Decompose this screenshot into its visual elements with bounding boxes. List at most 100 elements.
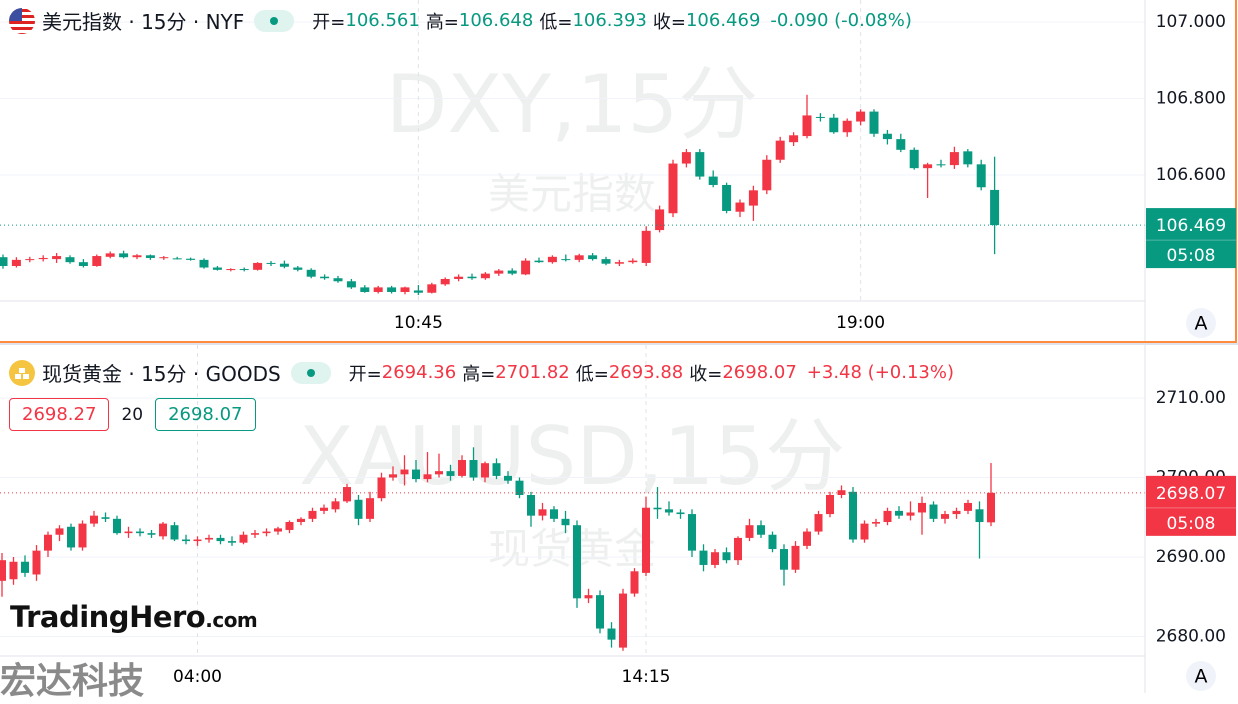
candle-body bbox=[923, 164, 933, 169]
ohlc-label: 收= bbox=[689, 363, 723, 385]
candle-body bbox=[193, 539, 202, 542]
x-tick-label: 04:00 bbox=[173, 667, 222, 687]
candle-body bbox=[614, 262, 624, 264]
ohlc-label: 开= bbox=[348, 363, 382, 385]
candle-body bbox=[78, 262, 88, 266]
auto-button-bg[interactable] bbox=[1186, 308, 1216, 338]
candle-body bbox=[906, 512, 915, 516]
candle-body bbox=[172, 258, 182, 260]
candle-body bbox=[400, 287, 410, 292]
candle-body bbox=[791, 545, 800, 570]
buy-price[interactable]: 2698.07 bbox=[155, 398, 256, 431]
candle-body bbox=[0, 560, 6, 581]
candle-body bbox=[253, 262, 263, 270]
candle-body bbox=[199, 259, 209, 268]
candle-body bbox=[802, 115, 812, 137]
candle-body bbox=[469, 460, 478, 478]
candle-body bbox=[975, 509, 984, 523]
candle-body bbox=[815, 116, 825, 118]
auto-button-label[interactable]: A bbox=[1195, 313, 1208, 335]
candle-body bbox=[708, 176, 718, 185]
candle-body bbox=[124, 531, 133, 534]
candle-body bbox=[21, 561, 29, 573]
auto-button-label[interactable]: A bbox=[1195, 666, 1208, 688]
candle-body bbox=[186, 258, 196, 260]
candle-body bbox=[440, 278, 450, 285]
candle-body bbox=[481, 463, 489, 478]
candle-body bbox=[119, 253, 129, 258]
candle-body bbox=[25, 259, 35, 261]
candle-body bbox=[550, 509, 558, 519]
candle-body bbox=[212, 267, 222, 270]
candle-body bbox=[400, 469, 409, 475]
candle-body bbox=[547, 256, 557, 263]
candle-body bbox=[320, 507, 328, 511]
candle-body bbox=[735, 202, 745, 212]
candle-body bbox=[458, 460, 466, 476]
candle-body bbox=[711, 552, 719, 565]
candle-body bbox=[228, 541, 236, 543]
candle-body bbox=[9, 561, 18, 580]
sell-price[interactable]: 2698.27 bbox=[9, 398, 110, 431]
candle-body bbox=[387, 287, 397, 292]
candle-body bbox=[837, 490, 846, 495]
candle-body bbox=[814, 514, 823, 532]
candle-body bbox=[619, 593, 627, 648]
candle-body bbox=[285, 522, 294, 530]
candle-body bbox=[308, 510, 317, 519]
candle-body bbox=[628, 260, 638, 263]
candle-body bbox=[745, 525, 754, 538]
candle-body bbox=[829, 117, 839, 133]
candle-body bbox=[757, 525, 765, 535]
candle-body bbox=[145, 255, 155, 258]
candle-body bbox=[262, 531, 271, 534]
candle-body bbox=[918, 502, 926, 513]
candle-body bbox=[780, 549, 788, 570]
auto-button[interactable]: A bbox=[1186, 661, 1216, 691]
auto-button-bg[interactable] bbox=[1186, 661, 1216, 691]
ohlc-value: 2701.82 bbox=[495, 362, 570, 383]
candle-body bbox=[147, 533, 156, 535]
candle-body bbox=[413, 290, 423, 293]
candle-body bbox=[775, 140, 785, 160]
candle-body bbox=[976, 164, 986, 188]
ohlc-value: 2698.07 bbox=[722, 362, 797, 383]
candle-body bbox=[101, 517, 110, 519]
y-tick-label: 106.800 bbox=[1156, 89, 1226, 109]
visibility-toggle[interactable] bbox=[290, 361, 331, 384]
y-tick-label: 106.600 bbox=[1156, 165, 1226, 185]
candle-body bbox=[67, 526, 75, 548]
candle-body bbox=[681, 152, 691, 164]
candle-body bbox=[929, 504, 938, 519]
candle-body bbox=[239, 534, 248, 543]
candle-body bbox=[601, 259, 611, 264]
y-tick-label: 107.000 bbox=[1156, 12, 1226, 32]
auto-button[interactable]: A bbox=[1186, 308, 1216, 338]
last-price-box bbox=[1146, 208, 1236, 269]
candle-body bbox=[105, 253, 115, 257]
ohlc-value: 106.393 bbox=[572, 10, 647, 31]
candle-body bbox=[467, 276, 477, 279]
ohlc-label: 高= bbox=[425, 11, 459, 33]
gold-icon bbox=[9, 359, 35, 386]
last-price-label: 2698.07 bbox=[1156, 484, 1226, 504]
candle-body bbox=[343, 487, 351, 502]
candle-body bbox=[92, 256, 102, 266]
candle-body bbox=[748, 190, 758, 206]
candle-body bbox=[607, 628, 616, 640]
candle-body bbox=[170, 525, 179, 540]
ohlc-label: 低= bbox=[575, 363, 609, 385]
legend-title: 美元指数 · 15分 · NYF bbox=[42, 10, 245, 34]
candle-body bbox=[573, 525, 581, 599]
candle-body bbox=[389, 474, 397, 478]
candle-body bbox=[869, 111, 879, 134]
candle-body bbox=[952, 510, 961, 515]
y-tick-label: 2690.00 bbox=[1156, 547, 1226, 567]
candle-body bbox=[896, 139, 906, 150]
candle-body bbox=[226, 269, 236, 271]
candle-body bbox=[596, 595, 604, 629]
brand-suffix: .com bbox=[205, 608, 258, 632]
visibility-toggle[interactable] bbox=[254, 9, 295, 32]
